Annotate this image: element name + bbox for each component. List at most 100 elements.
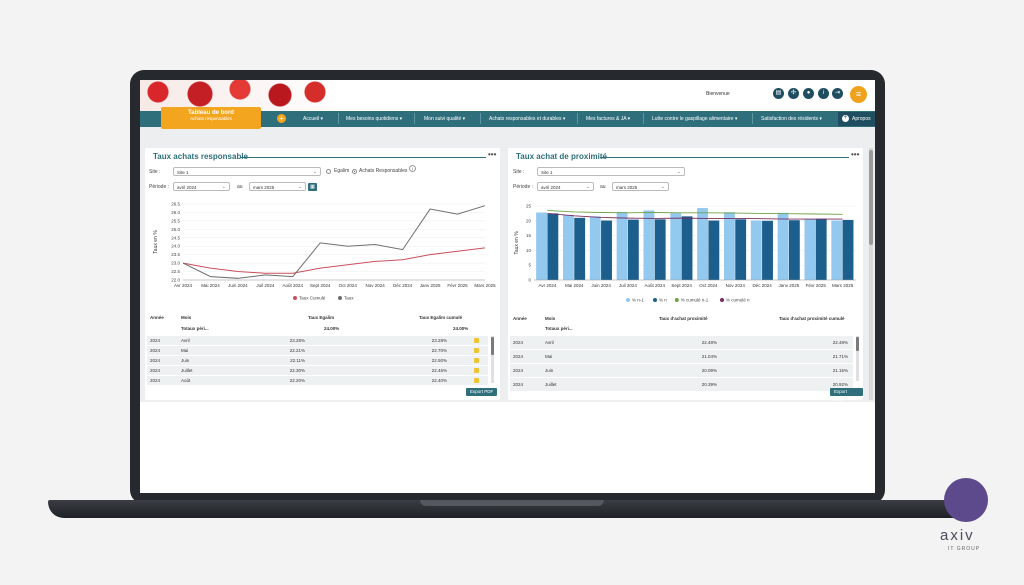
more-menu-icon[interactable]: ••• [851, 150, 860, 159]
info-icon[interactable]: i [818, 88, 829, 99]
bar [536, 212, 548, 280]
table-row[interactable]: 2024 Juin 22.11% 22.50% [147, 356, 488, 365]
edit-icon[interactable] [474, 338, 479, 343]
table-cell: 22.40% [431, 377, 447, 383]
table-cell: 21.04% [701, 353, 717, 359]
period-from-select[interactable]: avril 2024 ⌄ [173, 182, 230, 191]
table-row[interactable]: 2024 Mai 21.04% 21.71% [510, 350, 853, 363]
period-from-select[interactable]: avril 2024 ⌄ [537, 182, 594, 191]
strawberries-banner [140, 80, 340, 111]
col-header-annee: Année [513, 316, 527, 321]
periode-label: Période : [513, 184, 534, 190]
x-tick-label: Juin 2024 [591, 283, 611, 288]
y-tick-label: 10 [526, 248, 532, 253]
user-icon[interactable]: ● [803, 88, 814, 99]
page-scroll-thumb[interactable] [869, 150, 873, 245]
nav-separator [414, 113, 415, 124]
table-scrollbar[interactable] [856, 336, 859, 381]
table-cell: 2024 [513, 353, 524, 359]
site-select[interactable]: Site 1 ⌄ [173, 167, 321, 176]
bar [750, 220, 762, 280]
bar [804, 219, 816, 280]
hamburger-icon[interactable]: ≡ [850, 86, 867, 103]
table-row[interactable]: 2024 Juillet 22.30% 22.45% [147, 366, 488, 375]
dashboard-tab[interactable]: Tableau de bord Achats responsables [161, 107, 261, 129]
bar [842, 219, 854, 280]
nav-item-besoins[interactable]: Mes besoins quotidiens ▾ [346, 116, 403, 122]
period-to-select[interactable]: mars 2025 ⌄ [249, 182, 306, 191]
add-icon[interactable]: + [277, 114, 286, 123]
export-excel-button[interactable]: Export Excel [830, 388, 863, 402]
bar [670, 213, 682, 280]
nav-item-qualite[interactable]: Mon suivi qualité ▾ [424, 116, 466, 122]
calendar-icon[interactable]: ▦ [308, 183, 317, 191]
legend-label: Taux Cumulé [299, 296, 326, 301]
y-tick-label: 15 [526, 233, 532, 238]
logout-icon[interactable]: ⇥ [832, 88, 843, 99]
series-line [547, 209, 843, 215]
export-pdf-button[interactable]: Export PDF [466, 388, 498, 396]
y-tick-label: 5 [528, 263, 531, 268]
table-scrollbar[interactable] [491, 336, 494, 383]
nav-item-satisfaction[interactable]: Satisfaction des résidents ▾ [761, 116, 822, 122]
x-tick-label: Févr 2025 [806, 283, 827, 288]
table-row[interactable]: 2024 Mai 22.21% 22.70% [147, 346, 488, 355]
x-tick-label: Sept 2024 [671, 283, 692, 288]
table-cell: 21.71% [832, 353, 848, 359]
nav-item-gaspillage[interactable]: Lutte contre le gaspillage alimentaire ▾ [652, 116, 738, 122]
file-icon[interactable]: ▤ [773, 88, 784, 99]
period-from-value: avril 2024 [541, 185, 561, 190]
x-tick-label: Janv 2025 [420, 283, 441, 288]
page-scrollbar[interactable] [869, 148, 873, 400]
sitemap-icon[interactable]: ✣ [788, 88, 799, 99]
table-row[interactable]: 2024 Avril 22.48% 22.48% [510, 336, 853, 349]
table-cell: 22.48% [832, 339, 848, 345]
title-rule [600, 157, 849, 158]
bar [723, 212, 735, 280]
table-scroll-thumb[interactable] [856, 337, 859, 351]
x-tick-label: Avr 2024 [538, 283, 556, 288]
radio-achats-responsables[interactable] [352, 169, 357, 174]
table-row[interactable]: 2024 Août 22.20% 22.40% [147, 376, 488, 385]
series-line [547, 212, 843, 220]
period-to-select[interactable]: mars 2025 ⌄ [612, 182, 669, 191]
edit-icon[interactable] [474, 348, 479, 353]
table-row[interactable]: 2024 Avril 23.28% 23.28% [147, 336, 488, 345]
nav-item-apropos[interactable]: + Apropos [838, 112, 875, 126]
site-select[interactable]: Site 1 ⌄ [537, 167, 685, 176]
nav-item-achats[interactable]: Achats responsables et durables ▾ [489, 116, 566, 122]
nav-item-factures[interactable]: Mes factures & JA ▾ [586, 116, 631, 122]
col-header-taux-cumule: Taux Egalim cumulé [419, 315, 463, 320]
table-row[interactable]: 2024 Juillet 20.39% 20.92% [510, 378, 853, 391]
bar [562, 214, 574, 280]
edit-icon[interactable] [474, 368, 479, 373]
x-tick-label: Mai 2024 [565, 283, 584, 288]
more-menu-icon[interactable]: ••• [488, 150, 497, 159]
radio-egalim[interactable] [326, 169, 331, 174]
table-cell: Mai [181, 347, 189, 353]
info-icon[interactable]: i [409, 165, 416, 172]
table-cell: Mai [545, 353, 553, 359]
greeting-text: Bienvenue [706, 91, 730, 97]
nav-item-accueil[interactable]: Accueil ▾ [303, 116, 324, 122]
x-tick-label: Déc 2024 [752, 283, 772, 288]
col-header-taux: Taux d'achat proximité [659, 316, 708, 321]
bar [708, 220, 720, 280]
table-scroll-thumb[interactable] [491, 337, 494, 355]
x-tick-label: Oct 2024 [339, 283, 358, 288]
period-from-value: avril 2024 [177, 185, 197, 190]
chevron-down-icon: ⌄ [297, 184, 302, 190]
table-cell: 2024 [150, 377, 161, 383]
legend-marker [626, 298, 630, 302]
x-tick-label: Août 2024 [644, 283, 665, 288]
y-tick-label: 26.5 [171, 202, 180, 207]
taux-line-chart: 22.0 22.5 23.0 23.5 24.0 24.5 25.0 25.5 26.0 26.5… [153, 202, 496, 301]
table-cell: 2024 [150, 337, 161, 343]
table-row[interactable]: 2024 Juin 20.09% 21.15% [510, 364, 853, 377]
x-tick-label: Juin 2024 [228, 283, 248, 288]
edit-icon[interactable] [474, 358, 479, 363]
edit-icon[interactable] [474, 378, 479, 383]
legend-label: % cumulé n [726, 298, 750, 303]
panel-taux-achat-proximite: Taux achat de proximité ••• Site : Site … [508, 148, 863, 402]
table-cell: 22.21% [289, 347, 305, 353]
